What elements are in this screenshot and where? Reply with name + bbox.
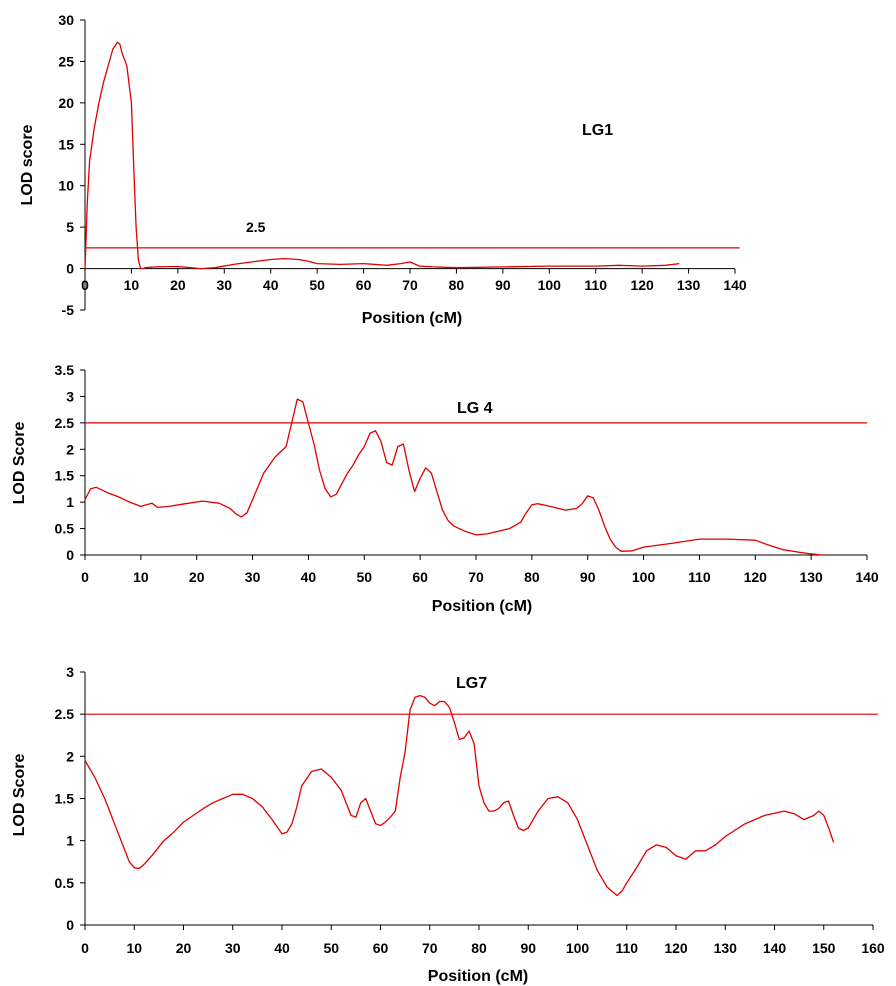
lg7-y-tick-label: 1 [66,833,74,849]
lg4-x-tick-label: 70 [468,569,484,585]
lg1-x-tick-label: 50 [309,277,325,293]
lg7-x-tick-label: 70 [422,940,438,956]
lg7-lod-curve [84,694,835,897]
lg7-x-tick-label: 60 [373,940,389,956]
lg7-x-tick-label: 80 [471,940,487,956]
lg1-x-tick-label: 70 [402,277,418,293]
lg1-y-tick-label: 25 [58,53,74,69]
lg4-y-tick-label: 3 [66,388,74,404]
lg4-x-tick-label: 30 [245,569,261,585]
lg1-y-tick-label: 5 [66,219,74,235]
lg7-x-tick-label: 40 [274,940,290,956]
lg1-y-tick-label: 20 [58,95,74,111]
lg4-x-tick-label: 130 [799,569,823,585]
lg1-x-tick-label: 100 [538,277,562,293]
lg4-x-tick-label: 20 [189,569,205,585]
lg7-x-tick-label: 160 [861,940,885,956]
lg4-y-tick-label: 1 [66,494,74,510]
lg4-x-tick-label: 80 [524,569,540,585]
lg4-label: LG 4 [457,400,493,417]
lg7-x-tick-label: 130 [714,940,738,956]
lg1-x-tick-label: 10 [124,277,140,293]
lg1-threshold-label: 2.5 [246,219,266,235]
lg7-plot: 00.511.522.530 10 20 30 40 50 60 70 80 90 100 110 12… [55,664,885,956]
lg4-lod-curve [84,398,823,556]
lg1-x-tick-label: 30 [216,277,232,293]
lg7-x-tick-label: 100 [566,940,590,956]
lg1-y-tick-label: 0 [66,261,74,277]
chart-lg4: 0 0.5 1 1.5 2 2.5 3 3.5 0 10 20 30 40 50 60 70 80 90 100 11… [11,362,879,615]
lg7-x-tick-label: 20 [176,940,192,956]
lg7-x-tick-label: 110 [615,940,638,956]
lg1-x-tick-label: 90 [495,277,511,293]
lg1-lod-curve [84,41,680,270]
lg4-y-tick-label: 2 [66,441,74,457]
lg4-x-axis-title: Position (cM) [432,598,532,615]
lg1-x-tick-label: 110 [584,277,607,293]
lg4-x-tick-label: 60 [412,569,428,585]
lg7-label: LG7 [456,675,487,692]
lg4-x-tick-label: 50 [356,569,372,585]
lg7-x-tick-label: 140 [763,940,787,956]
lg1-y-axis-title: LOD score [19,124,36,205]
lg7-x-axis-title: Position (cM) [428,968,528,985]
lg7-y-tick-label: 2.5 [55,706,75,722]
lg1-plot: -5 0 5 10 15 20 25 30 0 10 20 30 40 50 60 70 80 90 100 110 1… [58,12,746,318]
lg4-y-axis-title: LOD Score [11,422,28,505]
lg4-y-tick-label: 0.5 [55,521,75,537]
lg7-y-tick-label: 1.5 [55,791,75,807]
lg1-x-tick-label: 120 [630,277,654,293]
lg7-x-tick-label: 30 [225,940,241,956]
lg7-x-tick-label: 0 [81,940,89,956]
lg1-y-tick-label: -5 [62,302,75,318]
lg4-x-tick-label: 120 [744,569,768,585]
lg4-y-tick-label: 1.5 [55,468,75,484]
lg7-y-axis-title: LOD Score [11,754,28,837]
lg1-x-tick-label: 130 [677,277,701,293]
lg1-x-tick-label: 80 [449,277,465,293]
lg4-y-tick-label: 2.5 [55,415,75,431]
lg7-x-tick-label: 90 [520,940,536,956]
lg4-x-tick-label: 10 [133,569,149,585]
lg1-y-tick-label: 10 [58,178,74,194]
lg4-y-tick-label: 0 [66,547,74,563]
lg1-x-tick-label: 20 [170,277,186,293]
lg7-x-tick-label: 120 [664,940,688,956]
lg1-y-tick-label: 30 [58,12,74,28]
lg7-y-tick-label: 2 [66,748,74,764]
lg4-x-tick-label: 100 [632,569,656,585]
lg1-label: LG1 [582,122,613,139]
lg4-x-tick-label: 140 [855,569,879,585]
lg1-x-tick-label: 40 [263,277,279,293]
lg7-x-tick-label: 50 [323,940,339,956]
lg1-y-tick-label: 15 [58,136,74,152]
lg1-x-tick-label: 0 [81,277,89,293]
lg4-x-tick-label: 0 [81,569,89,585]
lg7-y-tick-label: 3 [66,664,74,680]
lg7-y-tick-label: 0.5 [55,875,75,891]
lg4-plot: 0 0.5 1 1.5 2 2.5 3 3.5 0 10 20 30 40 50 60 70 80 90 100 11… [55,362,879,585]
lg7-x-tick-label: 10 [126,940,142,956]
lg7-x-tick-label: 150 [812,940,836,956]
chart-lg1: -5 0 5 10 15 20 25 30 0 10 20 30 40 50 60 70 80 90 100 110 1… [19,12,747,327]
lg1-x-tick-label: 140 [723,277,747,293]
chart-lg7: 00.511.522.530 10 20 30 40 50 60 70 80 90 100 110 12… [11,664,885,985]
lg4-x-tick-label: 90 [580,569,596,585]
lg4-y-tick-label: 3.5 [55,362,75,378]
lg1-x-axis-title: Position (cM) [362,310,462,327]
lg7-y-tick-label: 0 [66,917,74,933]
lg4-x-tick-label: 110 [688,569,711,585]
lg4-x-tick-label: 40 [301,569,317,585]
lg1-x-tick-label: 60 [356,277,372,293]
